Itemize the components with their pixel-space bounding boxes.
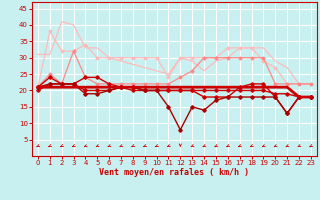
X-axis label: Vent moyen/en rafales ( km/h ): Vent moyen/en rafales ( km/h ) bbox=[100, 168, 249, 177]
